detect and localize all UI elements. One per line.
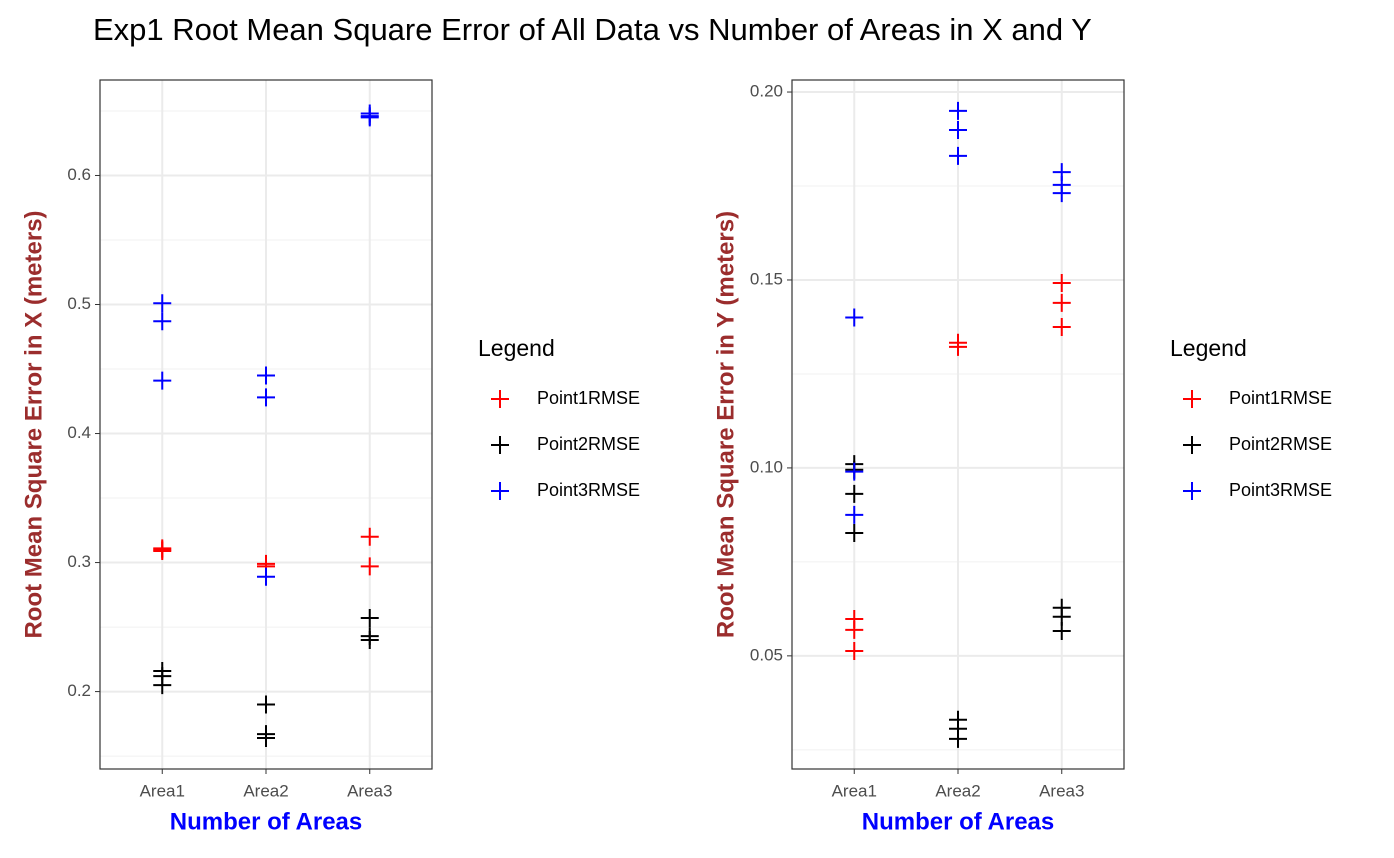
legend-label: Point2RMSE: [1229, 434, 1332, 454]
x-tick-label: Area1: [832, 781, 877, 800]
x-tick-label: Area1: [140, 781, 185, 800]
legend-marker: [1183, 482, 1201, 500]
legend-label: Point3RMSE: [537, 480, 640, 500]
point: [257, 695, 275, 714]
point: [949, 120, 967, 139]
point: [257, 366, 275, 385]
legend-label: Point2RMSE: [537, 434, 640, 454]
legend-marker: [1183, 390, 1201, 408]
y-axis-title: Root Mean Square Error in Y (meters): [712, 211, 739, 638]
legend-label: Point1RMSE: [537, 388, 640, 408]
point: [949, 729, 967, 748]
point: [257, 729, 275, 748]
point: [257, 567, 275, 586]
point: [949, 101, 967, 120]
legend-label: Point1RMSE: [1229, 388, 1332, 408]
point: [949, 337, 967, 356]
x-tick-label: Area3: [347, 781, 392, 800]
y-tick-label: 0.5: [67, 294, 91, 313]
point: [1052, 273, 1071, 292]
point: [1052, 293, 1071, 312]
y-axis-title: Root Mean Square Error in X (meters): [20, 210, 47, 638]
x-tick-label: Area2: [935, 781, 980, 800]
point: [360, 609, 379, 628]
point: [1052, 317, 1071, 336]
point: [153, 312, 172, 331]
x-tick-label: Area3: [1039, 781, 1084, 800]
legend-label: Point3RMSE: [1229, 480, 1332, 500]
x-tick-label: Area2: [243, 781, 288, 800]
point: [949, 146, 967, 165]
legend-title: Legend: [1170, 335, 1247, 361]
y-tick-label: 0.05: [750, 645, 783, 664]
legend-marker: [491, 390, 509, 408]
point: [360, 527, 379, 546]
x-axis-title: Number of Areas: [170, 808, 363, 835]
point: [845, 308, 864, 327]
x-axis-title: Number of Areas: [862, 808, 1055, 835]
point: [845, 505, 864, 524]
y-tick-label: 0.15: [750, 269, 783, 288]
y-tick-label: 0.20: [750, 82, 783, 101]
plot-border: [791, 79, 1125, 770]
legend-marker: [491, 482, 509, 500]
point: [845, 484, 864, 503]
point: [153, 371, 172, 390]
y-tick-label: 0.4: [67, 423, 91, 442]
legend-marker: [1183, 436, 1201, 454]
y-tick-label: 0.6: [67, 165, 91, 184]
point: [360, 630, 379, 649]
point: [360, 557, 379, 576]
panel: 0.2 0.3 0.4 0.5 0.6 Area1 Area2 Area3 Number of …: [20, 79, 640, 835]
plot-border: [99, 79, 433, 770]
point: [153, 539, 172, 558]
figure-title: Exp1 Root Mean Square Error of All Data …: [93, 12, 1092, 47]
legend-marker: [491, 436, 509, 454]
y-tick-label: 0.10: [750, 457, 783, 476]
y-tick-label: 0.3: [67, 552, 91, 571]
point: [153, 294, 172, 313]
point: [1052, 184, 1071, 203]
point: [845, 641, 864, 660]
point: [845, 523, 864, 542]
point: [845, 620, 864, 639]
panel: 0.05 0.10 0.15 0.20 Area1 Area2 Area3 Number of…: [712, 79, 1332, 835]
legend-title: Legend: [478, 335, 555, 361]
point: [1052, 622, 1071, 641]
y-tick-label: 0.2: [67, 681, 91, 700]
point: [845, 462, 864, 481]
point: [153, 676, 172, 695]
point: [360, 108, 379, 127]
point: [257, 388, 275, 407]
